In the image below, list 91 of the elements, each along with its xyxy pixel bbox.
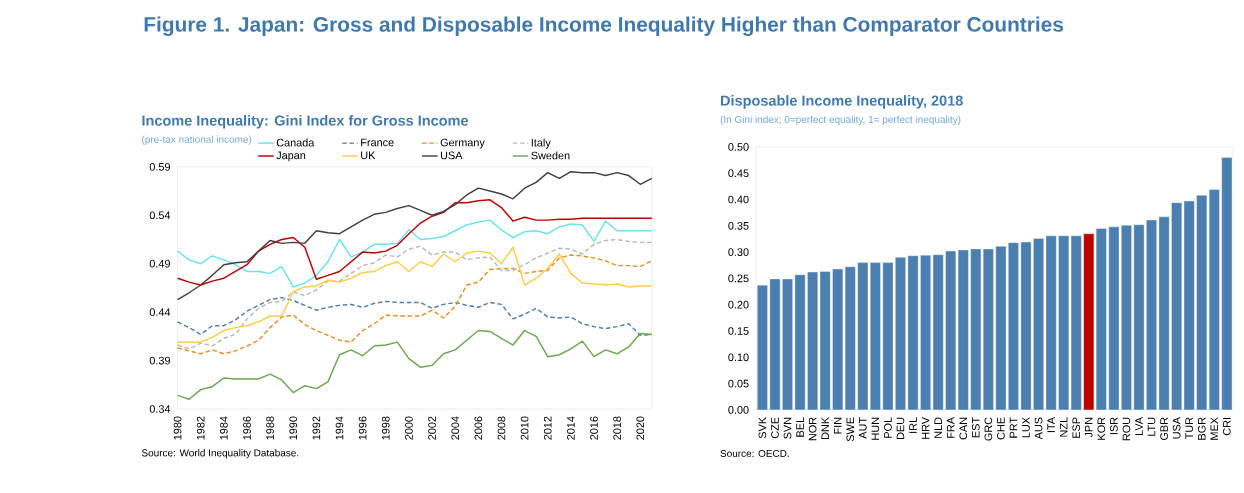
x-tick-label: CZE: [771, 417, 779, 439]
x-tick-label: 2014: [567, 416, 575, 440]
x-tick-label: BGR: [1197, 417, 1206, 440]
x-tick-label: MEX: [1210, 417, 1219, 440]
x-tick-label: LVA: [1135, 416, 1143, 435]
y-tick-label: 0.49: [149, 259, 170, 268]
legend-label: Canada: [276, 138, 315, 147]
x-tick-label: BEL: [796, 417, 804, 437]
x-tick-label: 1986: [243, 416, 251, 440]
legend-label: UK: [361, 151, 376, 160]
x-tick-label: 1980: [173, 416, 182, 440]
x-tick-label: HRV: [921, 416, 930, 439]
y-tick-label: 0.44: [149, 308, 171, 316]
x-tick-label: ROU: [1122, 417, 1131, 441]
legend-label: USA: [440, 151, 463, 160]
x-tick-label: 2010: [520, 416, 529, 440]
y-tick-label: 0.54: [149, 211, 171, 219]
y-tick-label: 0.39: [149, 356, 170, 365]
chart-subtitle: (In Gini index; 0=perfect equality, 1= perfect inequality): [720, 115, 961, 125]
x-tick-label: HUN: [871, 417, 880, 440]
y-tick-label: 0.59: [149, 162, 170, 171]
x-tick-label: POL: [884, 417, 892, 438]
chart-title: Income Inequality: Gini Index for Gross Income: [142, 114, 469, 129]
x-tick-label: FIN: [833, 417, 842, 434]
x-tick-label: 2012: [543, 416, 552, 440]
x-tick-label: NLD: [934, 417, 942, 438]
y-tick-label: 0.15: [728, 326, 749, 335]
x-tick-label: 2016: [590, 416, 598, 440]
x-tick-label: CRI: [1222, 417, 1231, 435]
x-tick-label: 1996: [358, 416, 367, 440]
source-note: Source: World Inequality Database.: [141, 448, 299, 459]
x-tick-label: 1992: [312, 416, 321, 440]
x-tick-label: NZL: [1059, 417, 1068, 437]
x-tick-label: LTU: [1147, 417, 1156, 436]
x-tick-label: SVK: [758, 416, 767, 439]
x-tick-label: SVN: [783, 417, 792, 439]
legend-label: Italy: [531, 138, 551, 149]
legend-label: Germany: [440, 138, 485, 149]
chart-subtitle: (pre-tax national income): [142, 135, 252, 145]
x-tick-label: 2004: [451, 416, 460, 440]
y-tick-label: 0.40: [728, 195, 749, 204]
x-tick-label: 2008: [497, 416, 506, 440]
y-tick-label: 0.34: [149, 404, 171, 413]
x-tick-label: IRL: [909, 417, 917, 433]
x-tick-label: 1998: [381, 416, 390, 440]
chart-title: Disposable Income Inequality, 2018: [721, 94, 963, 109]
x-tick-label: 2002: [428, 416, 436, 440]
text: Figure 1. Japan: Gross and Disposable Income Inequality Higher than Comparator Countries: [144, 16, 1064, 36]
legend-label: Japan: [276, 151, 306, 162]
x-tick-label: LUX: [1022, 417, 1030, 438]
x-tick-label: ITA: [1047, 416, 1055, 432]
x-tick-label: DNK: [821, 416, 829, 439]
x-tick-label: 1994: [335, 416, 344, 440]
x-tick-label: GRC: [984, 417, 993, 441]
x-tick-label: USA: [1172, 416, 1181, 439]
y-tick-label: 0.20: [728, 300, 749, 309]
legend-label: Sweden: [531, 151, 570, 160]
legend-label: France: [361, 138, 394, 147]
x-tick-label: FRA: [946, 416, 955, 438]
x-tick-label: 2020: [636, 416, 645, 440]
x-tick-label: 2018: [613, 416, 621, 440]
x-tick-label: SWE: [846, 417, 855, 442]
x-tick-label: CAN: [959, 417, 968, 440]
y-tick-label: 0.25: [728, 274, 749, 283]
x-tick-label: 2006: [474, 416, 483, 440]
x-tick-label: 2000: [405, 416, 413, 440]
x-tick-label: DEU: [896, 417, 905, 439]
y-tick-label: 0.45: [728, 169, 749, 177]
x-tick-label: AUS: [1034, 417, 1043, 440]
x-tick-label: JPN: [1084, 417, 1093, 438]
y-tick-label: 0.00: [728, 405, 749, 414]
x-tick-label: EST: [971, 417, 980, 438]
y-tick-label: 0.05: [728, 379, 749, 388]
x-tick-label: 1988: [266, 416, 274, 440]
x-tick-label: CHE: [997, 417, 1005, 440]
x-tick-label: KOR: [1097, 417, 1106, 440]
x-tick-label: 1982: [196, 416, 205, 440]
x-tick-label: TUR: [1185, 417, 1193, 439]
y-tick-label: 0.35: [728, 221, 749, 230]
y-tick-label: 0.50: [728, 142, 749, 151]
x-tick-label: 1984: [219, 416, 228, 440]
x-tick-label: AUT: [859, 417, 867, 439]
source-note: Source: OECD.: [720, 449, 789, 457]
x-tick-label: GBR: [1160, 417, 1168, 440]
x-tick-label: ESP: [1072, 417, 1081, 438]
x-tick-label: 1990: [289, 416, 298, 440]
x-tick-label: ISR: [1110, 417, 1118, 434]
x-tick-label: PRT: [1009, 417, 1018, 438]
x-tick-label: NOR: [808, 417, 817, 441]
y-tick-label: 0.10: [728, 353, 749, 361]
y-tick-label: 0.30: [728, 248, 749, 256]
